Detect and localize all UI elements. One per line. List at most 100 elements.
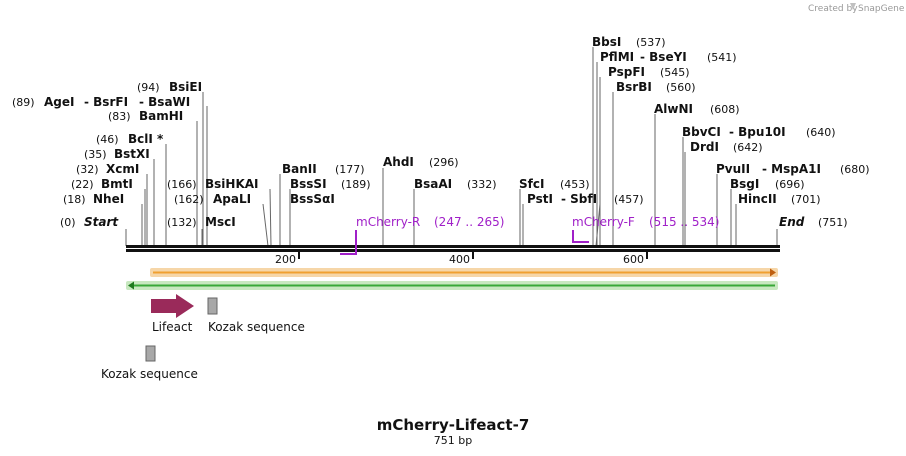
primer-mcherry-r-range: (247 .. 265) <box>434 215 504 229</box>
feature-kozak-2[interactable]: Kozak sequence <box>101 345 198 381</box>
ruler-label-600: 600 <box>623 253 644 266</box>
dna-backbone <box>126 245 780 252</box>
site-pspfi[interactable]: PspFI <box>608 65 645 79</box>
site-pos-bcli: (46) <box>96 133 119 146</box>
feature-kozak-1[interactable]: Kozak sequence <box>207 297 305 334</box>
site-pos-agei: (89) <box>12 96 35 109</box>
credit-brand: SnapGene <box>858 4 905 14</box>
site-drdi[interactable]: DrdI <box>690 140 719 154</box>
site-pos-sfci: (453) <box>560 178 590 191</box>
site-pos-xcmi: (32) <box>76 163 99 176</box>
site-pos-bsgi: (696) <box>775 178 805 191</box>
site-pvuii[interactable]: PvuII <box>716 162 750 176</box>
site-pos-psti: (457) <box>614 193 644 206</box>
site-nhei[interactable]: NheI <box>93 192 124 206</box>
site-bbsi[interactable]: BbsI <box>592 35 621 49</box>
site-alwni[interactable]: AlwNI <box>654 102 693 116</box>
site-apali[interactable]: ApaLI <box>213 192 251 206</box>
site-start[interactable]: Start <box>84 215 119 229</box>
cut-line-bsihkai <box>269 188 272 247</box>
orf-forward-arrowhead-icon <box>770 268 776 277</box>
site-pos-end: (751) <box>818 216 848 229</box>
site-pos-bsaai: (332) <box>467 178 497 191</box>
ruler-label-200: 200 <box>275 253 296 266</box>
site-bmti[interactable]: BmtI <box>101 177 133 191</box>
site-agei[interactable]: AgeI <box>44 95 74 109</box>
site-pos-hincii: (701) <box>791 193 821 206</box>
feature-orf-reverse[interactable] <box>126 281 778 290</box>
site-end[interactable]: End <box>779 215 805 229</box>
feature-orf-forward[interactable] <box>150 268 778 277</box>
site-pos-bstxi: (35) <box>84 148 107 161</box>
site-bseyi[interactable]: - BseYI <box>640 50 687 64</box>
kozak-2-label: Kozak sequence <box>101 367 198 381</box>
site-bsihkai[interactable]: BsiHKAI <box>205 177 259 191</box>
primer-mcherry-r-mark <box>340 230 357 255</box>
snapgene-credit: Created by SnapGene <box>808 3 905 14</box>
site-pos-bamhi: (83) <box>108 110 131 123</box>
primer-mcherry-f-mark <box>572 230 589 243</box>
site-pos-msci: (132) <box>167 216 197 229</box>
snapgene-logo-icon <box>850 3 856 10</box>
ruler-label-400: 400 <box>449 253 470 266</box>
site-bsssi[interactable]: BssSI <box>290 177 327 191</box>
site-bsgi[interactable]: BsgI <box>730 177 759 191</box>
site-banii[interactable]: BanII <box>282 162 317 176</box>
primer-mcherry-f-range: (515 .. 534) <box>649 215 719 229</box>
site-pos-banii: (177) <box>335 163 365 176</box>
primer-labels: mCherry-R (247 .. 265) mCherry-F (515 ..… <box>356 215 719 229</box>
site-ahdi[interactable]: AhdI <box>383 155 414 169</box>
credit-prefix: Created by <box>808 4 858 14</box>
site-mspa1i[interactable]: - MspA1I <box>762 162 821 176</box>
site-pos-apali: (162) <box>174 193 204 206</box>
site-pos-bseyi: (541) <box>707 51 737 64</box>
kozak-1-label: Kozak sequence <box>208 320 305 334</box>
cut-lines <box>125 47 778 247</box>
site-bsrbi[interactable]: BsrBI <box>616 80 652 94</box>
site-bsssai[interactable]: BssSαI <box>290 192 335 206</box>
orf-reverse-arrowhead-icon <box>128 281 134 290</box>
site-bbvci[interactable]: BbvCI <box>682 125 721 139</box>
lifeact-label: Lifeact <box>152 320 193 334</box>
site-msci[interactable]: MscI <box>205 215 236 229</box>
site-bpu10i[interactable]: - Bpu10I <box>729 125 786 139</box>
site-bstxi[interactable]: BstXI <box>114 147 150 161</box>
primer-mcherry-r-label[interactable]: mCherry-R <box>356 215 420 229</box>
site-pos-bsihkai: (166) <box>167 178 197 191</box>
site-hincii[interactable]: HincII <box>738 192 777 206</box>
map-title: mCherry-Lifeact-7 751 bp <box>377 416 530 447</box>
site-labels: (0) Start (18) NheI (22) BmtI (32) XcmI … <box>12 35 870 229</box>
sequence-name: mCherry-Lifeact-7 <box>377 416 530 434</box>
site-pos-alwni: (608) <box>710 103 740 116</box>
site-pflmi[interactable]: PflMI <box>600 50 634 64</box>
site-bamhi[interactable]: BamHI <box>139 109 183 123</box>
site-pos-nhei: (18) <box>63 193 86 206</box>
site-pos-bbsi: (537) <box>636 36 666 49</box>
primer-markers <box>340 230 589 255</box>
site-pos-pspfi: (545) <box>660 66 690 79</box>
site-pos-bsssi: (189) <box>341 178 371 191</box>
site-bcli[interactable]: BclI * <box>128 132 164 146</box>
site-pos-bsiei: (94) <box>137 81 160 94</box>
cut-line-sbfi <box>595 203 601 247</box>
site-bsrfi[interactable]: - BsrFI <box>84 95 128 109</box>
ruler: 200 400 600 <box>275 252 648 266</box>
site-pos-ahdi: (296) <box>429 156 459 169</box>
cut-line-apali <box>262 203 269 247</box>
site-sfci[interactable]: SfcI <box>519 177 544 191</box>
primer-mcherry-f-label[interactable]: mCherry-F <box>572 215 635 229</box>
site-bsiei[interactable]: BsiEI <box>169 80 202 94</box>
feature-lifeact[interactable]: Lifeact <box>151 294 194 334</box>
site-psti[interactable]: PstI <box>527 192 553 206</box>
site-pos-mspa1i: (680) <box>840 163 870 176</box>
site-sbfi[interactable]: - SbfI <box>561 192 597 206</box>
site-pos-drdi: (642) <box>733 141 763 154</box>
site-bsaai[interactable]: BsaAI <box>414 177 452 191</box>
site-xcmi[interactable]: XcmI <box>106 162 139 176</box>
sequence-length: 751 bp <box>434 434 472 447</box>
lifeact-arrow-icon <box>151 294 194 318</box>
kozak-2-box <box>145 345 156 362</box>
site-pos-start: (0) <box>60 216 76 229</box>
site-bsawi[interactable]: - BsaWI <box>139 95 190 109</box>
